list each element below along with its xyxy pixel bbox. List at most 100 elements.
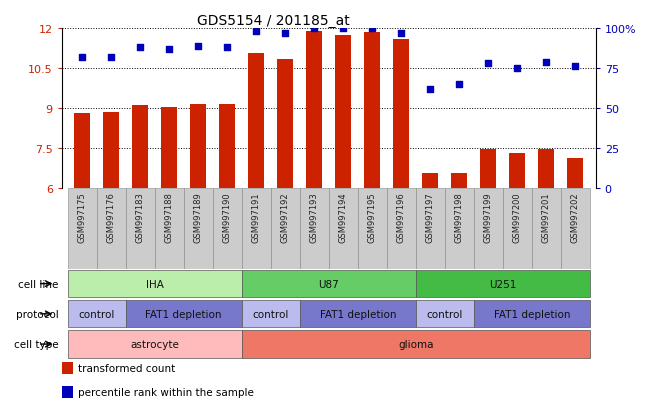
Bar [532,188,561,269]
Bar [96,188,126,269]
Bar [248,54,264,188]
Text: GSM997176: GSM997176 [107,192,116,242]
Point [396,31,406,37]
Bar [126,301,242,328]
Point [164,46,174,53]
Bar [509,154,525,188]
Text: U251: U251 [489,279,516,289]
Bar [242,301,299,328]
Text: protocol: protocol [16,309,59,319]
Bar [242,271,416,297]
Text: GSM997188: GSM997188 [165,192,174,242]
Bar [132,106,148,188]
Text: GSM997191: GSM997191 [252,192,260,242]
Bar [68,188,96,269]
Text: cell type: cell type [14,339,59,349]
Point [338,26,348,32]
Text: GSM997190: GSM997190 [223,192,232,242]
Bar [480,150,496,188]
Text: control: control [426,309,463,319]
Bar [277,59,293,188]
Bar [451,174,467,188]
Text: GSM997200: GSM997200 [513,192,522,242]
Bar [242,188,271,269]
Point [106,54,117,61]
Text: FAT1 depletion: FAT1 depletion [145,309,222,319]
Bar [190,104,206,188]
Point [454,81,465,88]
Bar [474,188,503,269]
Bar [299,301,416,328]
Text: FAT1 depletion: FAT1 depletion [320,309,396,319]
Text: control: control [253,309,289,319]
Text: GDS5154 / 201185_at: GDS5154 / 201185_at [197,14,350,28]
Text: GSM997193: GSM997193 [310,192,319,242]
Bar [538,150,554,188]
Bar [62,362,72,375]
Point [570,64,581,71]
Text: astrocyte: astrocyte [130,339,179,349]
Text: GSM997194: GSM997194 [339,192,348,242]
Text: U87: U87 [318,279,339,289]
Point [367,26,378,32]
Bar [365,33,380,188]
Text: FAT1 depletion: FAT1 depletion [493,309,570,319]
Text: control: control [79,309,115,319]
Text: GSM997189: GSM997189 [194,192,202,242]
Text: GSM997199: GSM997199 [484,192,493,242]
Text: GSM997196: GSM997196 [397,192,406,242]
Bar [104,113,119,188]
Point [309,26,320,32]
Bar [416,301,474,328]
Bar [271,188,299,269]
Text: cell line: cell line [18,279,59,289]
Text: GSM997183: GSM997183 [135,192,145,242]
Text: glioma: glioma [398,339,434,349]
Text: transformed count: transformed count [78,363,175,373]
Bar [416,271,590,297]
Text: GSM997195: GSM997195 [368,192,377,242]
Bar [161,107,177,188]
Bar [155,188,184,269]
Bar [126,188,155,269]
Point [193,43,203,50]
Bar [213,188,242,269]
Bar [387,188,416,269]
Bar [68,271,242,297]
Point [280,31,290,37]
Bar [568,159,583,188]
Point [251,29,262,36]
Bar [299,188,329,269]
Bar [62,386,72,398]
Bar [242,331,590,358]
Bar [503,188,532,269]
Bar [68,331,242,358]
Point [483,61,493,67]
Bar [335,36,352,188]
Text: GSM997198: GSM997198 [455,192,464,242]
Bar [306,31,322,188]
Text: GSM997201: GSM997201 [542,192,551,242]
Point [541,59,551,66]
Text: GSM997175: GSM997175 [77,192,87,242]
Bar [358,188,387,269]
Bar [445,188,474,269]
Bar [184,188,213,269]
Point [222,45,232,51]
Bar [422,174,438,188]
Text: percentile rank within the sample: percentile rank within the sample [78,387,254,397]
Point [425,86,436,93]
Text: IHA: IHA [146,279,163,289]
Point [135,45,145,51]
Text: GSM997192: GSM997192 [281,192,290,242]
Bar [561,188,590,269]
Bar [74,114,90,188]
Text: GSM997197: GSM997197 [426,192,435,242]
Bar [393,40,409,188]
Bar [474,301,590,328]
Bar [416,188,445,269]
Bar [68,301,126,328]
Point [77,54,87,61]
Bar [219,104,235,188]
Text: GSM997202: GSM997202 [571,192,580,242]
